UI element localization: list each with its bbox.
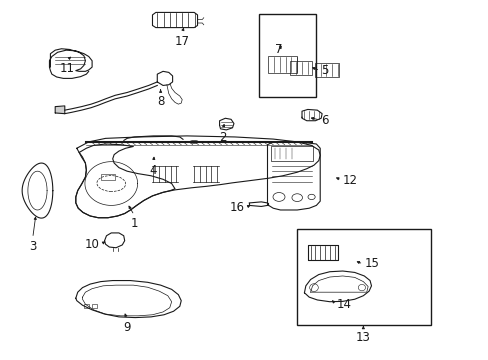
Bar bbox=[92, 304, 97, 308]
Text: 11: 11 bbox=[60, 62, 75, 75]
Bar bbox=[101, 174, 115, 180]
Text: 8: 8 bbox=[157, 95, 164, 108]
Bar bbox=[270, 147, 312, 161]
Bar bbox=[290, 61, 311, 75]
Text: 16: 16 bbox=[229, 201, 244, 214]
Text: 5: 5 bbox=[321, 64, 328, 77]
Text: 4: 4 bbox=[149, 164, 157, 177]
Text: 3: 3 bbox=[29, 240, 36, 253]
Bar bbox=[268, 56, 297, 73]
Text: 12: 12 bbox=[342, 174, 357, 186]
Text: 15: 15 bbox=[364, 257, 378, 270]
Text: 13: 13 bbox=[355, 331, 370, 344]
Bar bbox=[297, 229, 430, 325]
Text: 9: 9 bbox=[123, 321, 131, 334]
Bar bbox=[314, 63, 338, 77]
Text: 6: 6 bbox=[321, 113, 328, 126]
Bar bbox=[258, 14, 316, 97]
Text: 1: 1 bbox=[130, 217, 138, 230]
Text: 14: 14 bbox=[336, 298, 351, 311]
Text: 7: 7 bbox=[275, 43, 282, 56]
Text: 17: 17 bbox=[174, 35, 189, 48]
Bar bbox=[84, 304, 89, 308]
Text: 2: 2 bbox=[219, 131, 226, 144]
Text: 10: 10 bbox=[85, 238, 100, 251]
